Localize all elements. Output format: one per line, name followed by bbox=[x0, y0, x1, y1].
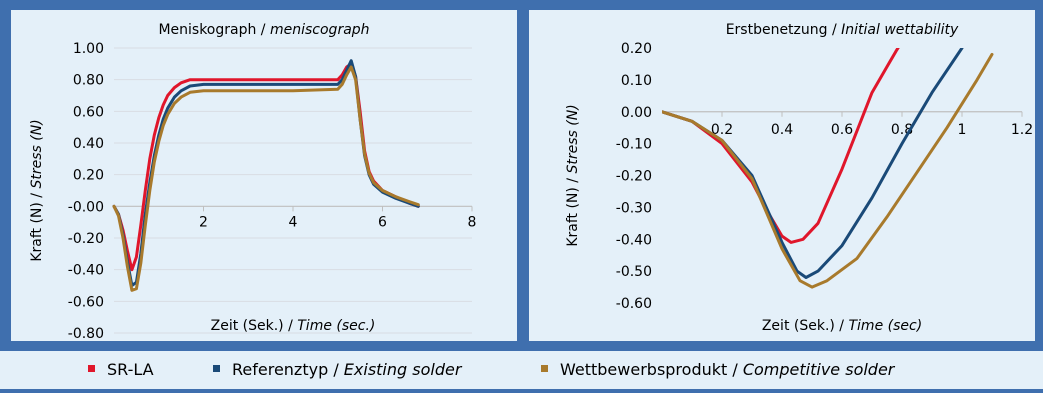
meniscograph-x-tick-label: 4 bbox=[289, 214, 298, 230]
meniscograph-x-tick-label: 2 bbox=[199, 214, 208, 230]
initial-wettability-chart: 0.20 0.10 0.00 -0.10 -0.20 -0.30 -0.40 -0.50 -0.… bbox=[565, 22, 1033, 334]
legend-label-1: SR-LA bbox=[107, 360, 154, 379]
meniscograph-y-axis-label: Kraft (N) / Stress (N) bbox=[29, 119, 45, 261]
legend-marker-1 bbox=[88, 365, 95, 372]
legend-svg: SR-LA Referenztyp / Existing solder Wettbe… bbox=[88, 360, 896, 379]
legend-label-2: Referenztyp / Existing solder bbox=[232, 360, 463, 379]
wettability-x-tick-label: 1 bbox=[958, 122, 967, 138]
meniscograph-y-tick-label: 0.60 bbox=[73, 104, 104, 120]
meniscograph-series-line-2 bbox=[112, 59, 420, 287]
meniscograph-y-tick-label: -0.00 bbox=[68, 199, 104, 215]
wettability-y-tick-label: -0.20 bbox=[616, 169, 652, 185]
wettability-x-tick-label: 1.2 bbox=[1011, 122, 1033, 138]
meniscograph-x-tick-label: 8 bbox=[468, 214, 477, 230]
meniscograph-y-tick-label: -0.20 bbox=[68, 231, 104, 247]
wettability-x-tick-label: 0.6 bbox=[831, 122, 853, 138]
legend-marker-2 bbox=[213, 365, 220, 372]
meniscograph-y-tick-label: 0.80 bbox=[73, 73, 104, 89]
wettability-y-tick-label: 0.10 bbox=[621, 73, 652, 89]
meniscograph-y-tick-label: 0.40 bbox=[73, 136, 104, 152]
wettability-y-tick-label: 0.00 bbox=[621, 105, 652, 121]
wettability-y-tick-label: -0.40 bbox=[616, 232, 652, 248]
wettability-x-tick-label: 0.4 bbox=[771, 122, 793, 138]
meniscograph-x-axis-label: Zeit (Sek.) / Time (sec.) bbox=[211, 318, 376, 334]
initial-wettability-chart-panel: 0.20 0.10 0.00 -0.10 -0.20 -0.30 -0.40 -0.50 -0.… bbox=[529, 10, 1035, 341]
legend-label-3: Wettbewerbsprodukt / Competitive solder bbox=[560, 360, 896, 379]
wettability-y-axis-label: Kraft (N) / Stress (N) bbox=[565, 104, 581, 246]
meniscograph-y-tick-label: 0.20 bbox=[73, 168, 104, 184]
wettability-y-tick-label: -0.50 bbox=[616, 264, 652, 280]
wettability-x-tick-label: 0.2 bbox=[711, 122, 733, 138]
meniscograph-chart: 1.00 0.80 0.60 0.40 0.20 -0.00 -0.20 -0.40 -0.60… bbox=[29, 22, 477, 342]
meniscograph-y-tick-label: 1.00 bbox=[73, 41, 104, 57]
wettability-series-line-1 bbox=[662, 48, 900, 244]
wettability-series-line-2 bbox=[662, 48, 964, 279]
wettability-y-tick-label: -0.30 bbox=[616, 200, 652, 216]
legend-marker-3 bbox=[541, 365, 548, 372]
meniscograph-y-tick-label: -0.80 bbox=[68, 326, 104, 341]
meniscograph-x-tick-label: 6 bbox=[378, 214, 387, 230]
meniscograph-chart-panel: 1.00 0.80 0.60 0.40 0.20 -0.00 -0.20 -0.40 -0.60… bbox=[11, 10, 517, 342]
wettability-series-line-3 bbox=[662, 52, 994, 289]
wettability-chart-title: Erstbenetzung / Initial wettability bbox=[726, 22, 959, 38]
meniscograph-y-tick-label: -0.60 bbox=[68, 294, 104, 310]
meniscograph-series-line-1 bbox=[112, 62, 420, 272]
chart-legend: SR-LA Referenztyp / Existing solder Wettbe… bbox=[0, 351, 1043, 389]
meniscograph-chart-title: Meniskograph / meniscograph bbox=[158, 22, 369, 38]
meniscograph-y-tick-label: -0.40 bbox=[68, 263, 104, 279]
wettability-y-tick-label: -0.10 bbox=[616, 137, 652, 153]
wettability-x-axis-label: Zeit (Sek.) / Time (sec) bbox=[762, 318, 922, 334]
meniscograph-series-line-3 bbox=[112, 65, 420, 292]
wettability-y-tick-label: -0.60 bbox=[616, 296, 652, 312]
wettability-y-tick-label: 0.20 bbox=[621, 41, 652, 57]
